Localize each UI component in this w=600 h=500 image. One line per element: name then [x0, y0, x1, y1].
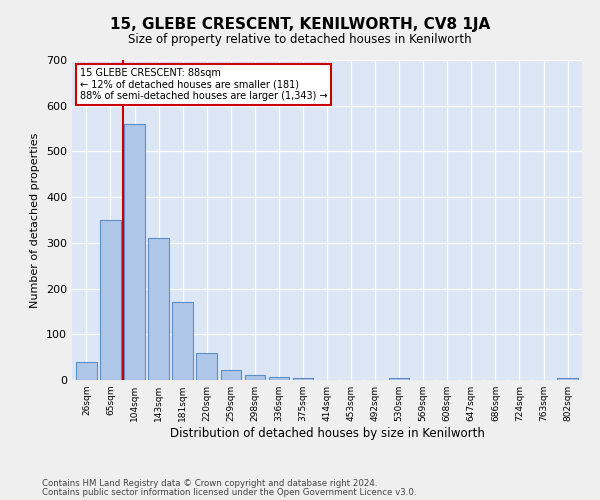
Bar [293, 378, 313, 380]
Bar [269, 377, 289, 380]
Bar [124, 124, 145, 380]
Bar [221, 370, 241, 380]
Bar [100, 220, 121, 380]
Text: Contains public sector information licensed under the Open Government Licence v3: Contains public sector information licen… [42, 488, 416, 497]
Bar [389, 378, 409, 380]
Bar [196, 352, 217, 380]
Bar [76, 362, 97, 380]
Bar [148, 238, 169, 380]
Text: Contains HM Land Registry data © Crown copyright and database right 2024.: Contains HM Land Registry data © Crown c… [42, 479, 377, 488]
X-axis label: Distribution of detached houses by size in Kenilworth: Distribution of detached houses by size … [170, 427, 484, 440]
Y-axis label: Number of detached properties: Number of detached properties [31, 132, 40, 308]
Bar [557, 378, 578, 380]
Bar [245, 376, 265, 380]
Text: Size of property relative to detached houses in Kenilworth: Size of property relative to detached ho… [128, 32, 472, 46]
Text: 15 GLEBE CRESCENT: 88sqm
← 12% of detached houses are smaller (181)
88% of semi-: 15 GLEBE CRESCENT: 88sqm ← 12% of detach… [80, 68, 327, 101]
Bar [172, 302, 193, 380]
Text: 15, GLEBE CRESCENT, KENILWORTH, CV8 1JA: 15, GLEBE CRESCENT, KENILWORTH, CV8 1JA [110, 18, 490, 32]
